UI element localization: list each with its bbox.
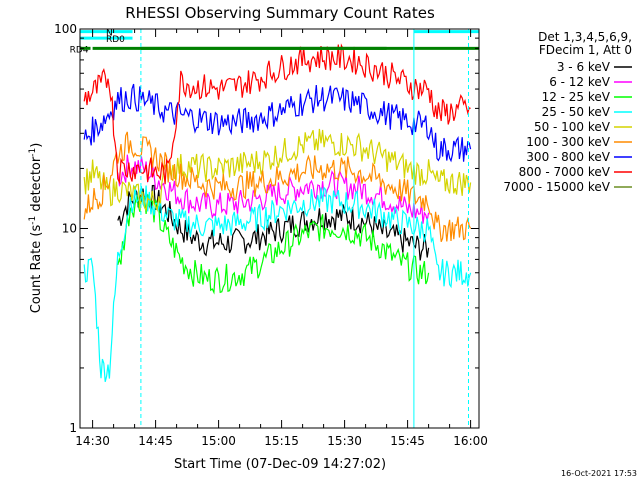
x-axis-label: Start Time (07-Dec-09 14:27:02): [174, 457, 386, 472]
legend-entry-label: 25 - 50 keV: [542, 105, 611, 119]
x-tick-label: 15:45: [390, 434, 425, 448]
chart-title: RHESSI Observing Summary Count Rates: [125, 4, 435, 22]
legend-header-0: Det 1,3,4,5,6,9,: [538, 30, 632, 44]
legend: Det 1,3,4,5,6,9,FDecim 1, Att 0 3 - 6 keV…: [503, 30, 632, 194]
x-tick-label: 16:00: [453, 434, 488, 448]
annotation-label-3: RD4: [70, 45, 89, 55]
x-tick-label: 15:30: [327, 434, 362, 448]
series-trace-4: [83, 128, 472, 212]
series-trace-0: [117, 184, 430, 261]
x-tick-label: 15:15: [264, 434, 299, 448]
legend-entry-label: 300 - 800 keV: [526, 150, 610, 164]
plot-series: [83, 43, 472, 382]
legend-entry-label: 100 - 300 keV: [526, 135, 610, 149]
series-trace-3: [83, 185, 472, 382]
y-tick-label: 1: [69, 421, 77, 435]
x-tick-label: 14:30: [75, 434, 110, 448]
x-tick-label: 14:45: [138, 434, 173, 448]
series-trace-5: [83, 131, 472, 243]
legend-entry-label: 3 - 6 keV: [557, 60, 611, 74]
legend-entry-label: 50 - 100 keV: [534, 120, 611, 134]
legend-entry-label: 800 - 7000 keV: [519, 165, 611, 179]
series-trace-2: [117, 194, 430, 295]
y-tick-label: 10: [62, 222, 77, 236]
series-trace-7: [83, 43, 471, 185]
annotation-label-1: N: [106, 29, 113, 39]
legend-entry-label: 6 - 12 keV: [549, 75, 611, 89]
legend-entry-label: 7000 - 15000 keV: [503, 180, 610, 194]
series-trace-6: [83, 83, 472, 163]
y-tick-label: 100: [54, 22, 77, 36]
y-axis-label: Count Rate (s-1 detector-1): [28, 143, 44, 314]
x-tick-label: 15:00: [201, 434, 236, 448]
legend-entry-label: 12 - 25 keV: [542, 90, 611, 104]
annotation-label-0: RD0: [106, 35, 125, 45]
y-axis-ticks: 1 10 100: [54, 22, 479, 435]
x-axis-ticks: 14:30 14:45 15:00 15:15 15:30 15:45 16:00: [75, 29, 488, 448]
footer-timestamp: 16-Oct-2021 17:53: [561, 469, 637, 478]
legend-header-1: FDecim 1, Att 0: [539, 43, 632, 57]
